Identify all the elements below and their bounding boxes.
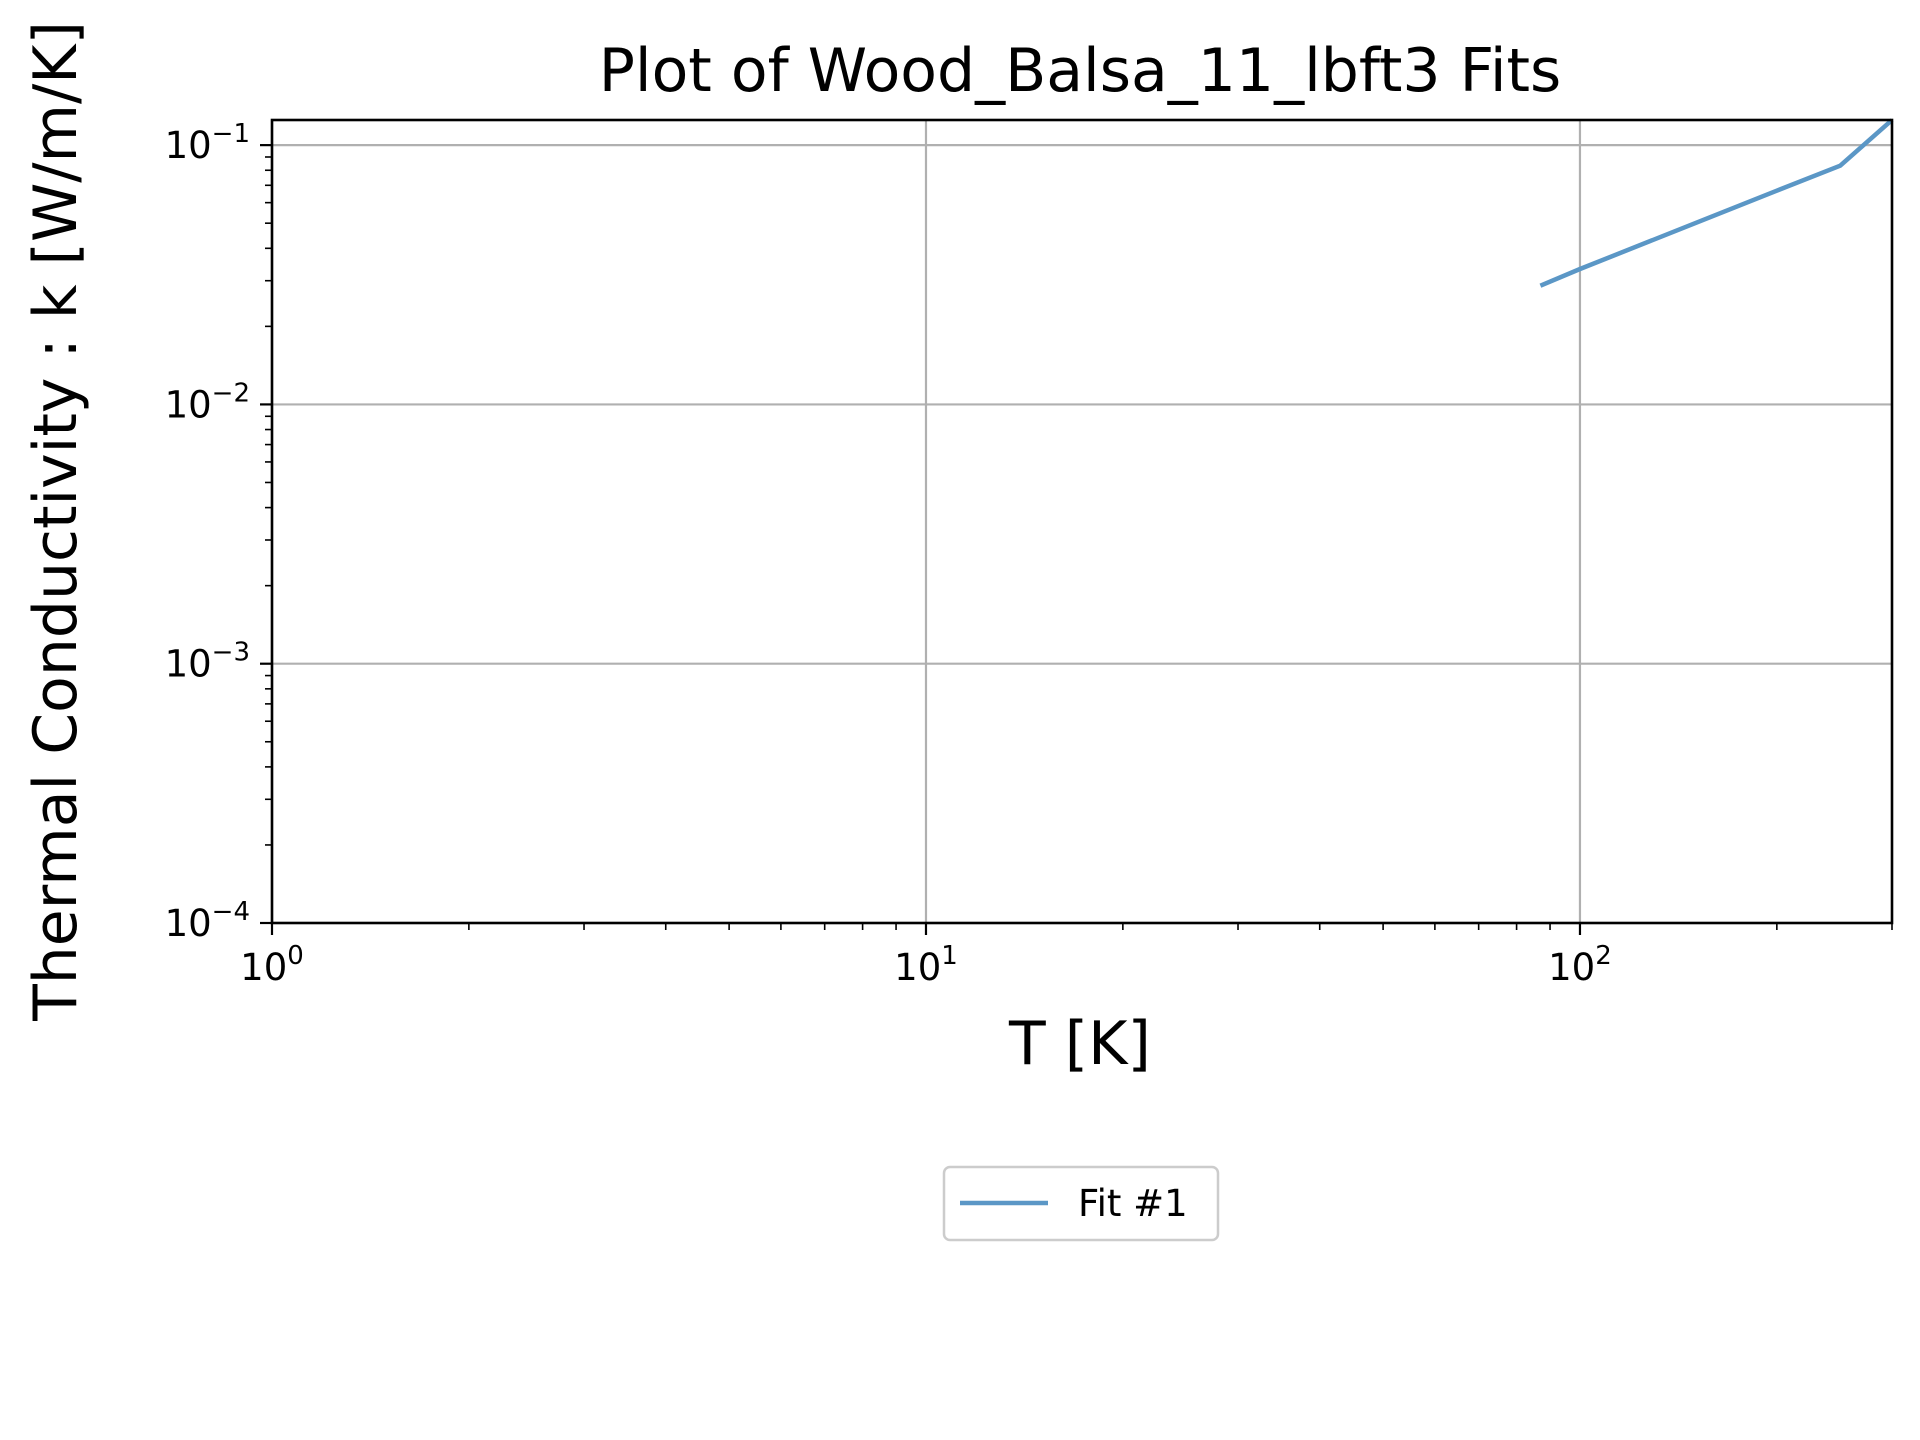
tick-labels: 100 101 102 10−1 10−2 10−3 10−4 [165,119,1612,989]
plot-lines [1539,118,1894,288]
legend-label-fit-1: Fit #1 [1078,1182,1188,1225]
y-tick-label: 10−3 [165,638,250,686]
x-tick-label: 101 [894,941,958,989]
x-axis-label: T [K] [1008,1009,1151,1079]
ticks [260,144,1893,935]
y-tick-label: 10−1 [165,119,250,167]
y-tick-label: 10−4 [165,897,250,945]
x-tick-label: 100 [240,941,304,989]
chart-title: Plot of Wood_Balsa_11_lbft3 Fits [599,36,1562,106]
series-line-1 [1539,118,1894,288]
x-tick-label: 102 [1548,941,1612,989]
plot-frame [270,118,1894,925]
legend-box [942,1165,1220,1242]
grid [270,120,1892,923]
legend: Fit #1 [942,1165,1220,1242]
y-axis-label: Thermal Conductivity : k [W/m/K] [21,21,91,1022]
y-tick-label: 10−2 [165,378,250,426]
